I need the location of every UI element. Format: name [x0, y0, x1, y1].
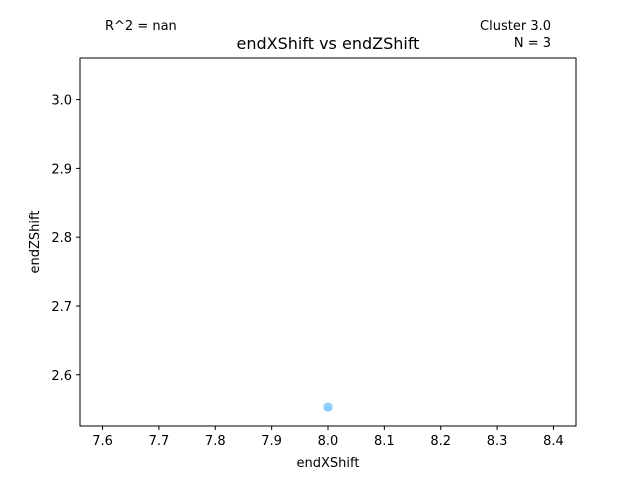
- x-tick-label: 7.9: [261, 434, 282, 449]
- plot-area: [79, 57, 577, 427]
- x-tick-label: 8.1: [374, 434, 395, 449]
- x-axis: 7.6 7.7 7.8 7.9 8.0 8.1 8.2 8.3 8.4: [92, 426, 564, 449]
- x-tick-label: 8.0: [318, 434, 339, 449]
- x-tick-label: 7.7: [149, 434, 170, 449]
- y-tick-label: 2.7: [51, 300, 72, 315]
- r-squared-annotation: R^2 = nan: [105, 19, 177, 34]
- x-tick-label: 8.3: [487, 434, 508, 449]
- data-points: [323, 402, 333, 412]
- y-tick-label: 3.0: [51, 94, 72, 109]
- count-annotation: N = 3: [513, 36, 551, 51]
- x-tick-label: 8.4: [543, 434, 564, 449]
- y-tick-label: 2.6: [51, 369, 72, 384]
- chart-title: endXShift vs endZShift: [237, 34, 420, 53]
- x-tick-label: 8.2: [430, 434, 451, 449]
- data-point: [323, 402, 333, 412]
- y-tick-label: 2.8: [51, 231, 72, 246]
- x-axis-label: endXShift: [297, 456, 360, 471]
- y-tick-label: 2.9: [51, 162, 72, 177]
- x-tick-label: 7.6: [92, 434, 113, 449]
- x-tick-label: 7.8: [205, 434, 226, 449]
- cluster-annotation: Cluster 3.0: [480, 19, 551, 34]
- y-axis-label: endZShift: [28, 211, 43, 274]
- y-axis: 2.6 2.7 2.8 2.9 3.0: [51, 94, 80, 384]
